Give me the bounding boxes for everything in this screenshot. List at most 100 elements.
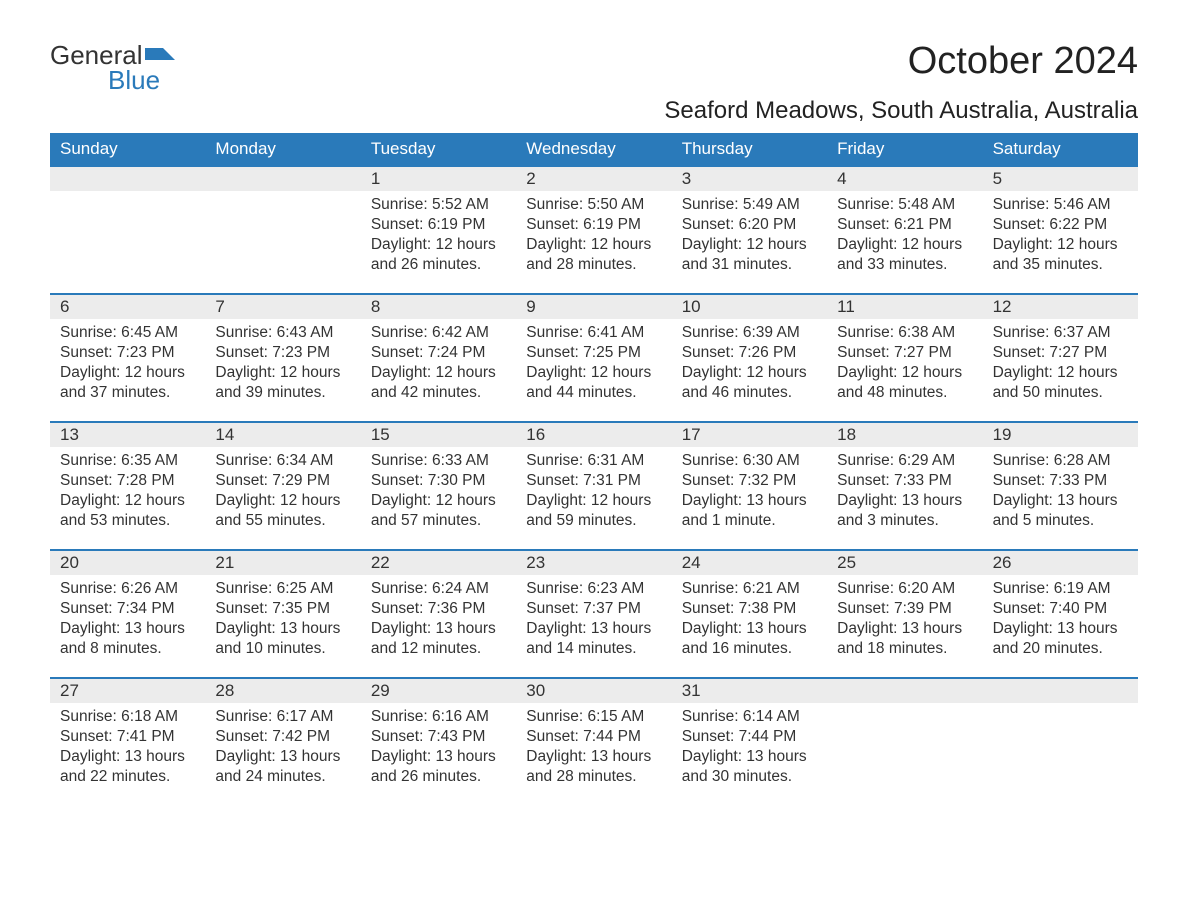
day-cell: 17Sunrise: 6:30 AMSunset: 7:32 PMDayligh… — [672, 421, 827, 549]
daylight-line: Daylight: 12 hours and 42 minutes. — [371, 363, 506, 403]
sunrise-line: Sunrise: 6:14 AM — [682, 707, 817, 727]
sunrise-line: Sunrise: 5:48 AM — [837, 195, 972, 215]
sunrise-line: Sunrise: 6:23 AM — [526, 579, 661, 599]
day-cell: 21Sunrise: 6:25 AMSunset: 7:35 PMDayligh… — [205, 549, 360, 677]
weekday-tuesday: Tuesday — [361, 133, 516, 165]
daylight-line: Daylight: 12 hours and 46 minutes. — [682, 363, 817, 403]
day-number — [983, 677, 1138, 703]
daylight-line: Daylight: 13 hours and 16 minutes. — [682, 619, 817, 659]
day-cell: 1Sunrise: 5:52 AMSunset: 6:19 PMDaylight… — [361, 165, 516, 293]
sunset-line: Sunset: 7:27 PM — [837, 343, 972, 363]
daylight-line: Daylight: 12 hours and 55 minutes. — [215, 491, 350, 531]
sunrise-line: Sunrise: 6:41 AM — [526, 323, 661, 343]
day-number: 7 — [205, 293, 360, 319]
day-content: Sunrise: 6:24 AMSunset: 7:36 PMDaylight:… — [361, 575, 516, 660]
sunset-line: Sunset: 7:43 PM — [371, 727, 506, 747]
sunrise-line: Sunrise: 5:50 AM — [526, 195, 661, 215]
day-cell: 28Sunrise: 6:17 AMSunset: 7:42 PMDayligh… — [205, 677, 360, 805]
daylight-line: Daylight: 12 hours and 57 minutes. — [371, 491, 506, 531]
day-number: 31 — [672, 677, 827, 703]
sunrise-line: Sunrise: 6:28 AM — [993, 451, 1128, 471]
daylight-line: Daylight: 12 hours and 35 minutes. — [993, 235, 1128, 275]
weeks-container: 1Sunrise: 5:52 AMSunset: 6:19 PMDaylight… — [50, 165, 1138, 805]
sunrise-line: Sunrise: 6:19 AM — [993, 579, 1128, 599]
day-content: Sunrise: 6:31 AMSunset: 7:31 PMDaylight:… — [516, 447, 671, 532]
day-number: 11 — [827, 293, 982, 319]
week-row: 13Sunrise: 6:35 AMSunset: 7:28 PMDayligh… — [50, 421, 1138, 549]
day-number: 23 — [516, 549, 671, 575]
sunset-line: Sunset: 7:33 PM — [837, 471, 972, 491]
day-number: 10 — [672, 293, 827, 319]
sunset-line: Sunset: 7:23 PM — [215, 343, 350, 363]
day-number: 18 — [827, 421, 982, 447]
day-cell: 19Sunrise: 6:28 AMSunset: 7:33 PMDayligh… — [983, 421, 1138, 549]
sunset-line: Sunset: 7:37 PM — [526, 599, 661, 619]
week-row: 27Sunrise: 6:18 AMSunset: 7:41 PMDayligh… — [50, 677, 1138, 805]
day-content: Sunrise: 6:16 AMSunset: 7:43 PMDaylight:… — [361, 703, 516, 788]
day-cell: 10Sunrise: 6:39 AMSunset: 7:26 PMDayligh… — [672, 293, 827, 421]
day-number: 14 — [205, 421, 360, 447]
day-cell: 18Sunrise: 6:29 AMSunset: 7:33 PMDayligh… — [827, 421, 982, 549]
day-cell: 8Sunrise: 6:42 AMSunset: 7:24 PMDaylight… — [361, 293, 516, 421]
day-cell: 11Sunrise: 6:38 AMSunset: 7:27 PMDayligh… — [827, 293, 982, 421]
sunrise-line: Sunrise: 6:35 AM — [60, 451, 195, 471]
sunrise-line: Sunrise: 6:42 AM — [371, 323, 506, 343]
day-number: 21 — [205, 549, 360, 575]
day-number: 1 — [361, 165, 516, 191]
day-cell — [205, 165, 360, 293]
weekday-sunday: Sunday — [50, 133, 205, 165]
day-number: 3 — [672, 165, 827, 191]
sunrise-line: Sunrise: 6:15 AM — [526, 707, 661, 727]
week-row: 20Sunrise: 6:26 AMSunset: 7:34 PMDayligh… — [50, 549, 1138, 677]
sunrise-line: Sunrise: 6:37 AM — [993, 323, 1128, 343]
weekday-monday: Monday — [205, 133, 360, 165]
daylight-line: Daylight: 13 hours and 24 minutes. — [215, 747, 350, 787]
day-number: 27 — [50, 677, 205, 703]
day-number: 4 — [827, 165, 982, 191]
daylight-line: Daylight: 12 hours and 44 minutes. — [526, 363, 661, 403]
sunset-line: Sunset: 7:30 PM — [371, 471, 506, 491]
day-number: 28 — [205, 677, 360, 703]
daylight-line: Daylight: 12 hours and 26 minutes. — [371, 235, 506, 275]
day-cell: 22Sunrise: 6:24 AMSunset: 7:36 PMDayligh… — [361, 549, 516, 677]
day-content: Sunrise: 5:49 AMSunset: 6:20 PMDaylight:… — [672, 191, 827, 276]
day-content: Sunrise: 6:18 AMSunset: 7:41 PMDaylight:… — [50, 703, 205, 788]
day-number: 26 — [983, 549, 1138, 575]
day-cell: 26Sunrise: 6:19 AMSunset: 7:40 PMDayligh… — [983, 549, 1138, 677]
day-cell — [983, 677, 1138, 805]
daylight-line: Daylight: 12 hours and 53 minutes. — [60, 491, 195, 531]
sunrise-line: Sunrise: 5:49 AM — [682, 195, 817, 215]
sunrise-line: Sunrise: 6:16 AM — [371, 707, 506, 727]
day-content: Sunrise: 6:45 AMSunset: 7:23 PMDaylight:… — [50, 319, 205, 404]
day-cell: 27Sunrise: 6:18 AMSunset: 7:41 PMDayligh… — [50, 677, 205, 805]
sunset-line: Sunset: 7:24 PM — [371, 343, 506, 363]
day-content: Sunrise: 6:15 AMSunset: 7:44 PMDaylight:… — [516, 703, 671, 788]
sunset-line: Sunset: 7:28 PM — [60, 471, 195, 491]
day-number: 30 — [516, 677, 671, 703]
day-content: Sunrise: 6:21 AMSunset: 7:38 PMDaylight:… — [672, 575, 827, 660]
day-cell: 15Sunrise: 6:33 AMSunset: 7:30 PMDayligh… — [361, 421, 516, 549]
sunset-line: Sunset: 6:19 PM — [371, 215, 506, 235]
day-number: 25 — [827, 549, 982, 575]
sunset-line: Sunset: 6:21 PM — [837, 215, 972, 235]
day-cell: 2Sunrise: 5:50 AMSunset: 6:19 PMDaylight… — [516, 165, 671, 293]
week-row: 6Sunrise: 6:45 AMSunset: 7:23 PMDaylight… — [50, 293, 1138, 421]
day-number: 2 — [516, 165, 671, 191]
day-number: 22 — [361, 549, 516, 575]
sunset-line: Sunset: 7:36 PM — [371, 599, 506, 619]
daylight-line: Daylight: 13 hours and 5 minutes. — [993, 491, 1128, 531]
logo: General Blue — [50, 40, 175, 96]
day-cell: 14Sunrise: 6:34 AMSunset: 7:29 PMDayligh… — [205, 421, 360, 549]
location-subtitle: Seaford Meadows, South Australia, Austra… — [664, 97, 1138, 125]
day-content: Sunrise: 6:37 AMSunset: 7:27 PMDaylight:… — [983, 319, 1138, 404]
day-content: Sunrise: 5:48 AMSunset: 6:21 PMDaylight:… — [827, 191, 982, 276]
sunset-line: Sunset: 7:27 PM — [993, 343, 1128, 363]
day-content: Sunrise: 6:41 AMSunset: 7:25 PMDaylight:… — [516, 319, 671, 404]
daylight-line: Daylight: 13 hours and 26 minutes. — [371, 747, 506, 787]
sunrise-line: Sunrise: 5:46 AM — [993, 195, 1128, 215]
day-number: 5 — [983, 165, 1138, 191]
day-content: Sunrise: 6:42 AMSunset: 7:24 PMDaylight:… — [361, 319, 516, 404]
daylight-line: Daylight: 12 hours and 31 minutes. — [682, 235, 817, 275]
sunset-line: Sunset: 7:25 PM — [526, 343, 661, 363]
sunrise-line: Sunrise: 6:31 AM — [526, 451, 661, 471]
